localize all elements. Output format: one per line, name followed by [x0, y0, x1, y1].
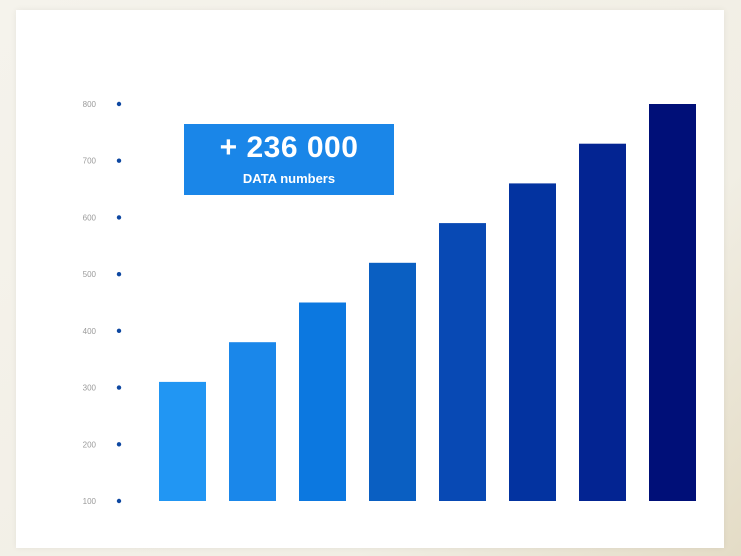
y-tick-label: 100 — [83, 497, 97, 506]
bar-7 — [579, 143, 626, 501]
y-axis-ticks: 800 700 600 500 400 300 200 100 — [83, 100, 122, 506]
callout-value: + 236 000 — [219, 131, 359, 164]
y-tick-dot — [116, 101, 122, 107]
bar-2 — [229, 342, 276, 501]
bar-5 — [439, 223, 486, 501]
bar-6 — [509, 183, 556, 501]
y-tick-dot — [116, 385, 122, 390]
y-tick-label: 600 — [83, 213, 97, 222]
y-tick-dot — [116, 271, 122, 277]
y-tick-dot — [116, 442, 122, 447]
y-tick-label: 700 — [83, 157, 97, 166]
y-tick-label: 800 — [83, 100, 97, 109]
bar-3 — [299, 302, 346, 501]
bar-1 — [159, 381, 206, 501]
y-tick-dot — [116, 328, 122, 334]
bar-8 — [649, 104, 696, 501]
stat-callout: + 236 000 DATA numbers — [184, 124, 394, 195]
y-tick-dot — [116, 498, 122, 504]
y-tick-dot — [116, 158, 122, 163]
bar-4 — [369, 262, 416, 501]
callout-label: DATA numbers — [242, 171, 336, 186]
y-tick-dot — [116, 215, 122, 220]
y-tick-label: 400 — [83, 327, 97, 336]
y-tick-label: 500 — [83, 270, 97, 279]
bars — [159, 104, 696, 501]
y-tick-label: 200 — [83, 440, 97, 449]
y-tick-label: 300 — [83, 384, 97, 393]
